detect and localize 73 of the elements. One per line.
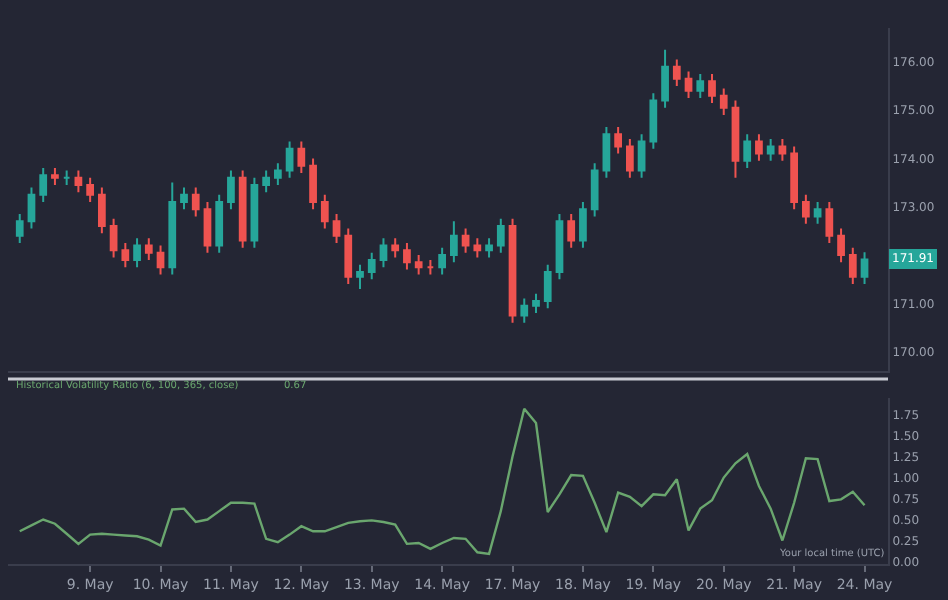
candlestick [778, 138, 787, 162]
candlestick [285, 140, 294, 179]
candlestick [579, 200, 587, 249]
candlestick [180, 186, 188, 211]
candlestick [15, 213, 24, 244]
candlestick [766, 138, 775, 162]
candlestick [802, 193, 810, 225]
candlestick [837, 227, 845, 264]
candlestick [379, 237, 388, 269]
candlestick [696, 72, 705, 100]
candlestick [590, 162, 599, 218]
candlestick [144, 237, 153, 261]
candlestick [191, 186, 200, 218]
candlestick [672, 58, 681, 87]
candlestick [156, 244, 165, 276]
candlestick [496, 217, 505, 254]
candlestick [543, 263, 552, 310]
candlestick [508, 217, 517, 324]
candlestick [426, 258, 435, 276]
candlestick [461, 227, 470, 254]
candlestick [51, 167, 59, 187]
candlestick [602, 126, 611, 179]
candlestick [250, 176, 259, 249]
candlestick [743, 133, 752, 170]
candlestick [790, 145, 798, 211]
candlestick [262, 169, 270, 194]
candlestick [614, 126, 622, 155]
candlestick [450, 220, 458, 264]
candlestick [109, 217, 118, 259]
candlestick [532, 292, 540, 315]
candlestick [649, 92, 658, 150]
candlestick [626, 138, 634, 179]
candlestick [403, 242, 411, 271]
candlestick [320, 193, 329, 230]
candlestick [731, 99, 740, 179]
candlestick [755, 133, 763, 162]
candlestick [39, 167, 48, 203]
candlestick [215, 193, 224, 254]
candlestick [309, 157, 317, 211]
candlestick [555, 213, 564, 281]
candlestick [719, 87, 728, 116]
candlestick [86, 176, 94, 203]
candlestick [848, 246, 857, 286]
candlestick [367, 251, 376, 281]
candlestick [238, 169, 247, 249]
candlestick [133, 237, 141, 269]
candlestick [98, 186, 106, 235]
candlestick [344, 227, 353, 286]
candlestick [637, 133, 646, 179]
candlestick [860, 251, 869, 286]
candlestick [356, 263, 364, 290]
candlestick [227, 169, 235, 211]
candlestick [332, 213, 341, 244]
candlestick [168, 181, 177, 276]
candlestick [708, 72, 716, 104]
candlestick [661, 48, 669, 109]
candlestick [203, 200, 212, 254]
candlestick [121, 242, 130, 269]
candlestick [684, 70, 693, 100]
candlestick [274, 162, 282, 187]
candlestick [297, 140, 306, 174]
candlestick [438, 246, 446, 276]
candlestick [520, 297, 529, 324]
candlestick [414, 254, 423, 276]
candlestick [473, 237, 482, 259]
candlestick [391, 237, 400, 259]
candlestick [485, 237, 493, 259]
candlestick [567, 213, 576, 249]
candlestick [62, 169, 71, 187]
candlestick [27, 186, 36, 230]
candlestick [825, 200, 834, 244]
candlestick [813, 200, 822, 225]
candlestick [74, 169, 83, 194]
